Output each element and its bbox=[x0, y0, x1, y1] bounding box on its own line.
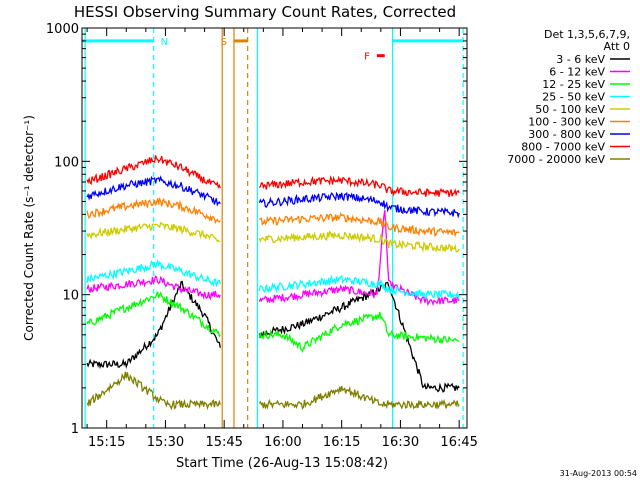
legend-label-300-800-kev: 300 - 800 keV bbox=[528, 128, 605, 141]
y-tick-label: 1 bbox=[71, 422, 79, 437]
legend-label-100-300-kev: 100 - 300 keV bbox=[528, 116, 605, 129]
series-300-800-kev bbox=[86, 175, 221, 207]
chart-title: HESSI Observing Summary Count Rates, Cor… bbox=[74, 3, 456, 21]
x-tick-label: 15:15 bbox=[88, 435, 125, 450]
legend-label-25-50-kev: 25 - 50 keV bbox=[542, 91, 605, 104]
series-800-7000-kev bbox=[86, 155, 221, 189]
flag-label-s: S bbox=[221, 37, 227, 48]
marker-lines bbox=[84, 28, 464, 428]
x-axis-label: Start Time (26-Aug-13 15:08:42) bbox=[176, 456, 388, 471]
legend-label-800-7000-kev: 800 - 7000 keV bbox=[521, 141, 605, 154]
legend-label-3-6-kev: 3 - 6 keV bbox=[556, 53, 605, 66]
timestamp: 31-Aug-2013 00:54 bbox=[560, 469, 637, 478]
series-50-100-kev bbox=[258, 230, 460, 253]
x-axis: 15:15 15:30 15:45 16:00 16:15 16:30 16:45 bbox=[86, 28, 478, 450]
x-tick-label: 16:15 bbox=[323, 435, 360, 450]
series-300-800-kev bbox=[258, 191, 460, 219]
series-50-100-kev bbox=[86, 221, 221, 243]
x-tick-label: 15:30 bbox=[147, 435, 184, 450]
legend-label-50-100-kev: 50 - 100 keV bbox=[535, 103, 605, 116]
series-12-25-kev bbox=[258, 311, 460, 354]
series-7000-20000-kev bbox=[258, 385, 460, 410]
series-lines bbox=[86, 155, 460, 411]
x-tick-label: 16:45 bbox=[440, 435, 477, 450]
series-25-50-kev bbox=[86, 258, 221, 288]
legend-label-6-12-kev: 6 - 12 keV bbox=[549, 66, 605, 79]
y-tick-label: 10 bbox=[62, 289, 79, 304]
y-axis: 1 10 100 1000 bbox=[46, 22, 467, 437]
series-3-6-kev bbox=[86, 280, 221, 370]
series-800-7000-kev bbox=[258, 175, 460, 198]
y-tick-label: 100 bbox=[54, 155, 79, 170]
series-6-12-kev bbox=[258, 210, 460, 307]
series-100-300-kev bbox=[258, 211, 460, 238]
legend-header: Att 0 bbox=[604, 40, 630, 53]
flag-label-f: F bbox=[364, 52, 370, 63]
series-12-25-kev bbox=[86, 291, 221, 338]
plot-frame bbox=[81, 27, 468, 429]
legend-label-12-25-kev: 12 - 25 keV bbox=[542, 78, 605, 91]
flag-label-n: N bbox=[161, 37, 168, 48]
x-tick-label: 15:45 bbox=[205, 435, 242, 450]
y-axis-label: Corrected Count Rate (s⁻¹ detector⁻¹) bbox=[22, 115, 36, 341]
legend-label-7000-20000-kev: 7000 - 20000 keV bbox=[507, 153, 605, 166]
x-tick-label: 16:00 bbox=[264, 435, 301, 450]
x-tick-label: 16:30 bbox=[382, 435, 419, 450]
y-tick-label: 1000 bbox=[46, 22, 79, 37]
series-3-6-kev bbox=[258, 281, 460, 393]
series-100-300-kev bbox=[86, 197, 221, 225]
legend-header: Det 1,3,5,6,7,9, bbox=[544, 28, 630, 41]
series-6-12-kev bbox=[86, 275, 221, 301]
series-7000-20000-kev bbox=[86, 371, 221, 411]
series-25-50-kev bbox=[258, 274, 460, 301]
flag-bars: N S F bbox=[82, 37, 464, 63]
